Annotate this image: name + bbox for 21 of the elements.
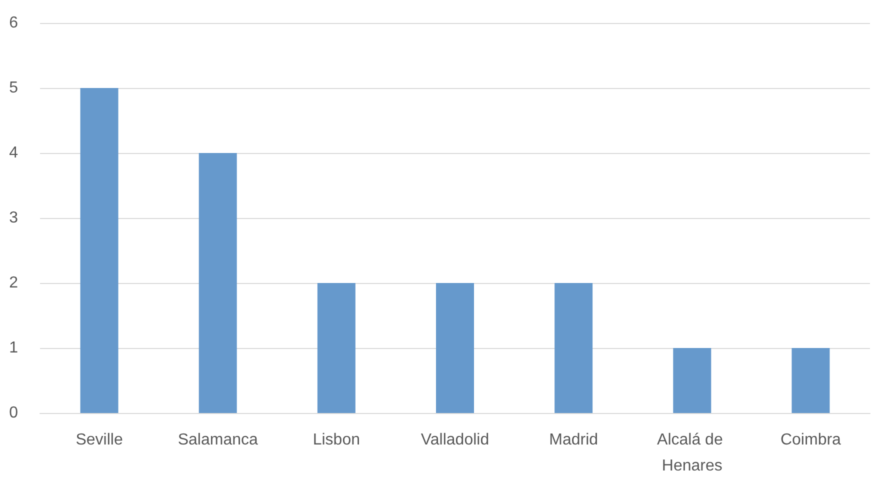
y-tick-label: 0: [9, 404, 18, 422]
x-tick-label: Seville: [76, 432, 123, 448]
x-tick-label: Madrid: [549, 432, 598, 448]
bar: [792, 348, 830, 413]
bar: [436, 283, 474, 413]
x-tick-label: Alcalá de Henares: [657, 432, 728, 474]
y-tick-label: 1: [9, 340, 18, 356]
y-tick-label: 2: [9, 274, 18, 292]
bar: [80, 88, 118, 413]
y-tick-label: 3: [9, 210, 18, 226]
x-tick-label: Salamanca: [178, 432, 258, 448]
y-tick-label: 5: [9, 80, 18, 96]
x-tick-label: Coimbra: [780, 432, 842, 448]
bar: [198, 153, 237, 413]
bar: [673, 348, 712, 413]
y-tick-label: 4: [9, 144, 18, 162]
y-tick-label: 6: [9, 14, 18, 32]
bar: [554, 283, 593, 413]
x-tick-label: Lisbon: [312, 432, 360, 448]
bar: [317, 283, 356, 413]
x-tick-label: Valladolid: [420, 432, 490, 448]
